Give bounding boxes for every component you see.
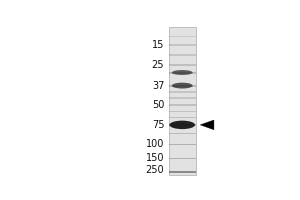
Bar: [169, 124, 196, 126]
Text: 75: 75: [152, 120, 164, 130]
Bar: [169, 54, 196, 56]
Text: 50: 50: [152, 100, 164, 110]
Bar: [169, 158, 196, 159]
Bar: [169, 64, 196, 66]
Ellipse shape: [172, 83, 193, 89]
Bar: [169, 72, 196, 74]
Text: 25: 25: [152, 60, 164, 70]
Bar: [169, 36, 196, 37]
Bar: [169, 111, 196, 112]
Bar: [169, 27, 196, 175]
Ellipse shape: [172, 70, 193, 75]
Bar: [169, 85, 196, 87]
Bar: [169, 171, 196, 173]
Text: 37: 37: [152, 81, 164, 91]
Text: 250: 250: [146, 165, 164, 175]
Bar: [169, 97, 196, 99]
Polygon shape: [200, 120, 214, 130]
Bar: [169, 44, 196, 46]
Text: 100: 100: [146, 139, 164, 149]
Bar: [169, 133, 196, 134]
Bar: [169, 91, 196, 93]
Text: 150: 150: [146, 153, 164, 163]
Bar: [169, 144, 196, 145]
Bar: [169, 104, 196, 106]
Ellipse shape: [169, 121, 195, 129]
Text: 15: 15: [152, 40, 164, 50]
Bar: [169, 117, 196, 118]
